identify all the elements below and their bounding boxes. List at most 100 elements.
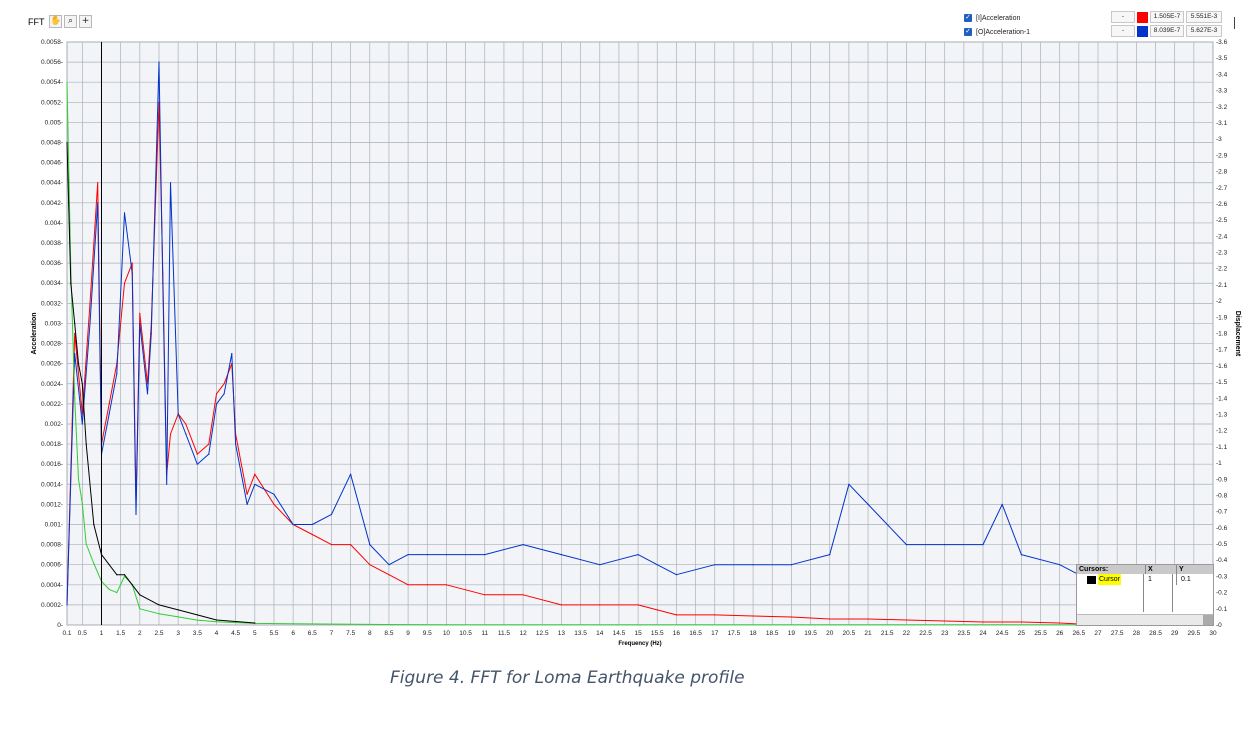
series-point bbox=[108, 588, 110, 591]
cursor-x-header: X bbox=[1145, 565, 1176, 574]
cursor-name[interactable]: Cursor bbox=[1098, 574, 1122, 585]
y2-tick-label: -0.8 bbox=[1216, 492, 1228, 499]
series-point bbox=[177, 413, 179, 415]
y-tick-label: 0.0034- bbox=[41, 280, 63, 287]
x-tick-label: 29.5 bbox=[1188, 630, 1201, 637]
cursor-panel[interactable]: Cursors: X Y Cursor 1 0.1 bbox=[1076, 564, 1214, 626]
cursor-row[interactable]: Cursor 1 0.1 bbox=[1077, 574, 1213, 585]
y-axis-label: Acceleration bbox=[31, 312, 38, 354]
series-point bbox=[123, 574, 126, 576]
y2-tick-label: -1.7 bbox=[1216, 347, 1228, 354]
x-tick-label: 3.5 bbox=[193, 630, 202, 637]
series-point bbox=[369, 623, 371, 626]
series-point bbox=[97, 202, 99, 204]
scale-button[interactable]: - bbox=[1111, 25, 1135, 37]
scroll-thumb[interactable] bbox=[1203, 615, 1213, 625]
series-point bbox=[752, 564, 754, 566]
cursor-y-header: Y bbox=[1176, 565, 1209, 574]
series-point bbox=[905, 544, 908, 546]
x-tick-label: 6.5 bbox=[308, 630, 317, 637]
color-swatch[interactable] bbox=[1137, 11, 1148, 23]
y-tick-label: 0.0012- bbox=[41, 501, 63, 508]
x-tick-label: 8 bbox=[368, 630, 372, 637]
series-point bbox=[139, 608, 141, 610]
series-point bbox=[599, 564, 601, 566]
series-point bbox=[135, 513, 137, 516]
zoom-tool-icon[interactable]: ⌕ bbox=[64, 15, 77, 28]
x-tick-label: 29 bbox=[1171, 630, 1179, 637]
check-icon[interactable]: ✓ bbox=[964, 14, 972, 22]
cursor-title: Cursors: bbox=[1079, 566, 1109, 573]
series-point bbox=[829, 554, 831, 556]
series-point bbox=[150, 332, 152, 335]
x-tick-label: 28 bbox=[1133, 630, 1141, 637]
series-point bbox=[208, 443, 210, 445]
x-tick-label: 13 bbox=[558, 630, 566, 637]
series-line-3 bbox=[66, 142, 255, 624]
y2-tick-label: -2.4 bbox=[1216, 233, 1228, 240]
x-tick-label: 1.5 bbox=[116, 630, 125, 637]
hand-tool-icon[interactable]: ✋ bbox=[49, 15, 62, 28]
y-tick-label: 0.0046- bbox=[41, 160, 63, 167]
x-tick-label: 11.5 bbox=[498, 630, 511, 637]
x-tick-label: 10.5 bbox=[459, 630, 472, 637]
check-icon[interactable]: ✓ bbox=[964, 28, 972, 36]
cursor-panel-scrollbar[interactable] bbox=[1077, 614, 1213, 625]
y-tick-label: 0.0028- bbox=[41, 341, 63, 348]
series-point bbox=[223, 393, 225, 395]
series-point bbox=[273, 493, 275, 495]
series-point bbox=[982, 621, 984, 623]
series-point bbox=[66, 81, 68, 84]
figure-caption: Figure 4. FFT for Loma Earthquake profil… bbox=[390, 668, 745, 688]
scale-min: 1.505E-7 bbox=[1150, 11, 1184, 23]
x-tick-label: 27.5 bbox=[1111, 630, 1124, 637]
scale-button[interactable]: - bbox=[1111, 11, 1135, 23]
y-tick-label: 0.0018- bbox=[41, 441, 63, 448]
series-point bbox=[81, 423, 83, 425]
x-tick-label: 2 bbox=[138, 630, 142, 637]
series-point bbox=[637, 554, 639, 556]
x-tick-label: 23 bbox=[941, 630, 949, 637]
series-point bbox=[330, 513, 333, 516]
series-point bbox=[254, 622, 256, 624]
series-point bbox=[445, 624, 447, 626]
crosshair-tool-icon[interactable]: + bbox=[79, 15, 92, 28]
series-point bbox=[196, 463, 198, 465]
series-point bbox=[85, 543, 87, 545]
x-tick-label: 21 bbox=[864, 630, 872, 637]
y-tick-label: 0.0032- bbox=[41, 300, 63, 307]
series-point bbox=[905, 619, 908, 621]
series-point bbox=[273, 503, 275, 505]
series-point bbox=[196, 619, 198, 621]
series-point bbox=[108, 564, 110, 566]
legend-item[interactable]: ✓ [O]Acceleration-1 bbox=[964, 25, 1030, 39]
series-line-1 bbox=[66, 61, 1080, 605]
legend-item[interactable]: ✓ [I]Acceleration bbox=[964, 11, 1030, 25]
series-point bbox=[131, 272, 133, 274]
series-point bbox=[74, 322, 76, 324]
x-tick-label: 5.5 bbox=[269, 630, 278, 637]
x-tick-label: 26.5 bbox=[1073, 630, 1086, 637]
scale-min: 8.039E-7 bbox=[1150, 25, 1184, 37]
series-point bbox=[1059, 564, 1061, 566]
series-point bbox=[93, 523, 95, 526]
series-point bbox=[1020, 621, 1023, 623]
y2-tick-label: -2.3 bbox=[1216, 250, 1228, 257]
series-point bbox=[867, 618, 869, 620]
x-tick-label: 3 bbox=[176, 630, 180, 637]
color-swatch[interactable] bbox=[1137, 25, 1148, 37]
x-tick-label: 0.5 bbox=[78, 630, 87, 637]
y-tick-label: 0.0058- bbox=[41, 39, 63, 46]
series-point bbox=[235, 443, 237, 445]
y-tick-label: 0.0014- bbox=[41, 481, 63, 488]
fft-chart: 0.1 0.5 1 1.5 2 2.5 3 3.5 4 4.5 5 5.5 6 6.5 7 7.5 8 8.5 9 9… bbox=[31, 39, 1241, 647]
x-tick-label: 10 bbox=[443, 630, 451, 637]
y2-tick-label: -0.4 bbox=[1216, 557, 1228, 564]
series-point bbox=[169, 182, 172, 184]
x-tick-label: 22.5 bbox=[919, 630, 932, 637]
graph-palette: ✋ ⌕ + bbox=[49, 15, 92, 28]
series-point bbox=[66, 141, 68, 144]
cursor-color-swatch[interactable] bbox=[1087, 575, 1096, 584]
plot-area[interactable] bbox=[66, 41, 1214, 626]
y2-tick-label: -0.1 bbox=[1216, 606, 1228, 613]
